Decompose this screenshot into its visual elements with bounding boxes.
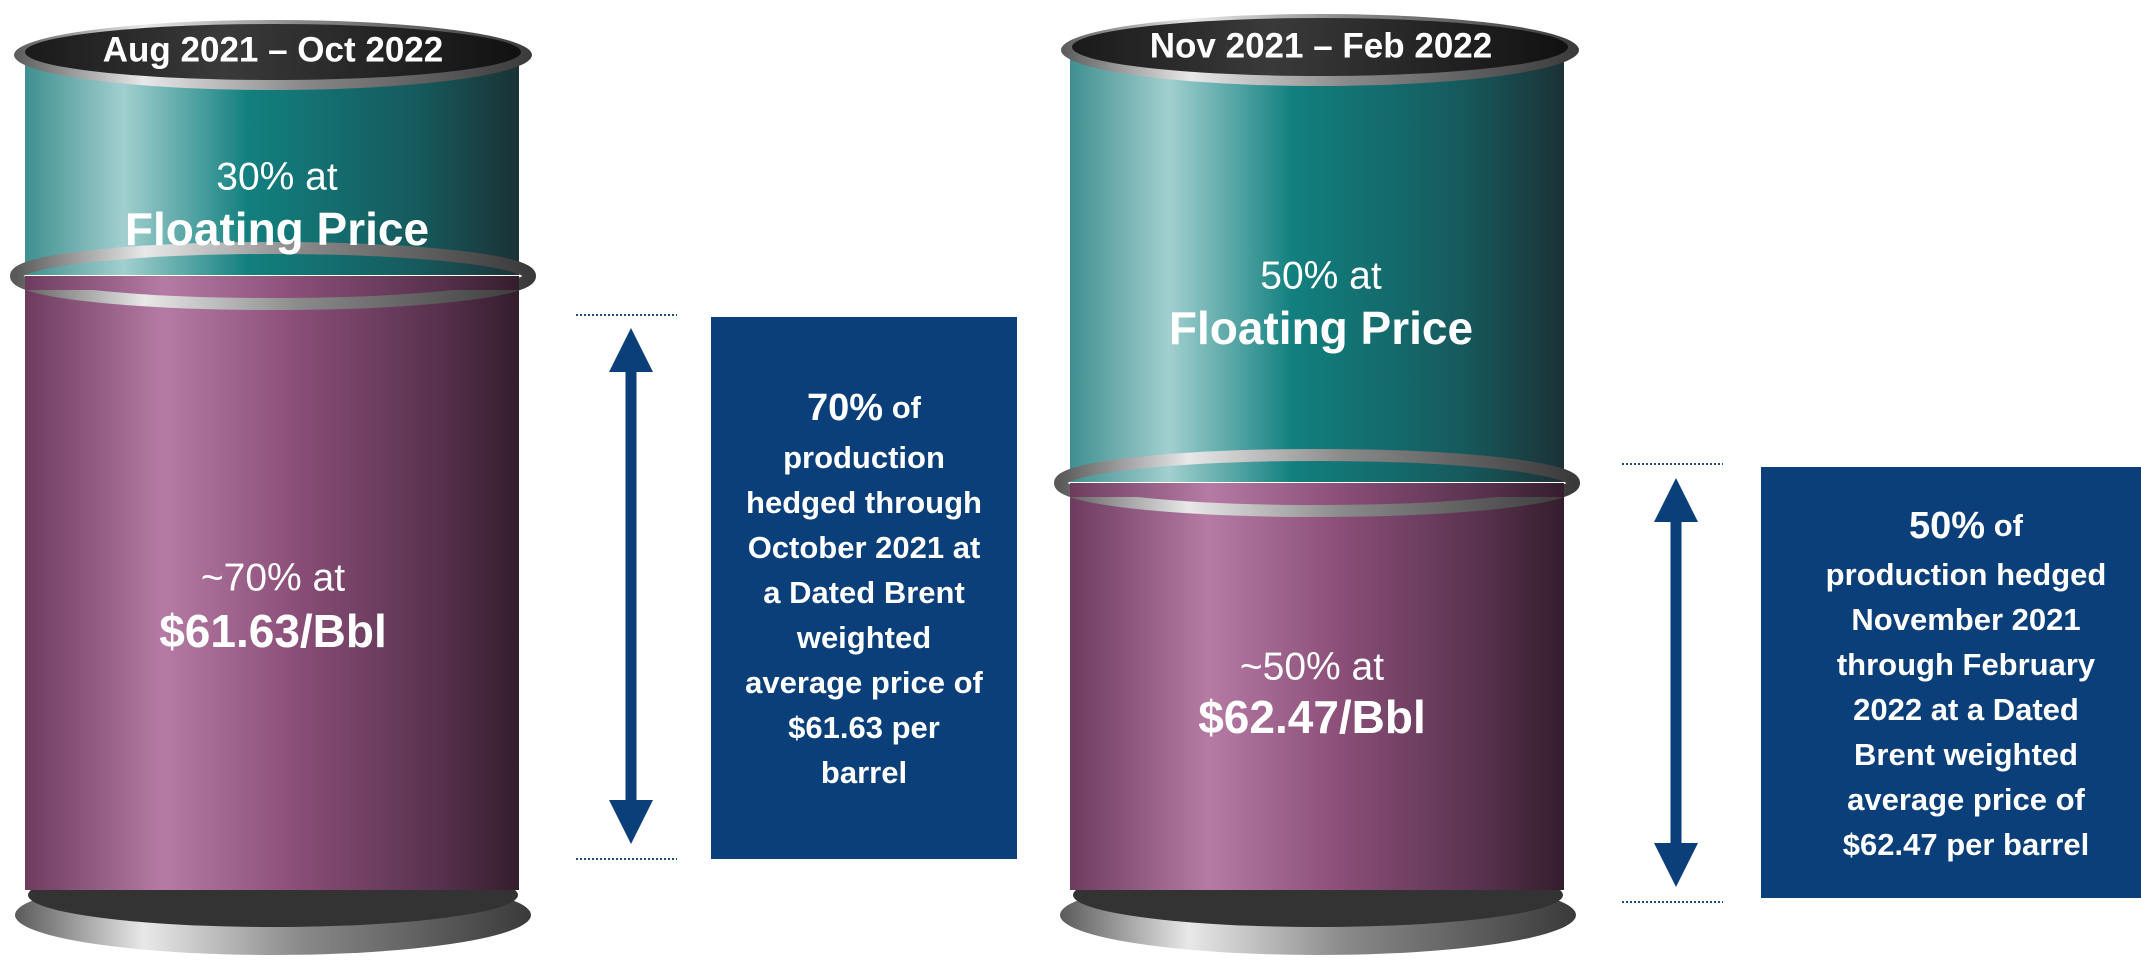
arrow-head [1654,843,1698,887]
note-box [711,317,1017,859]
arrow-head [609,800,653,844]
note-line: $61.63 per [788,710,940,745]
note-line: November 2021 [1851,602,2080,637]
barrel: Aug 2021 – Oct 2022 30% at Floating Pric… [10,20,536,955]
note-line: weighted [796,620,931,655]
note-line: 2022 at a Dated [1853,692,2079,727]
note-line: through February [1837,647,2096,682]
top-lid [1072,18,1568,76]
note-line: hedged through [746,485,982,520]
note-lines: production hedged through October 2021 at a… [745,440,983,790]
bracket [576,314,677,860]
emphasis: 70% [807,387,883,429]
ring-gap [1070,483,1564,497]
suffix: of [883,390,922,425]
segment-label: Floating Price [1169,302,1473,354]
middle-ring [10,242,536,310]
note-line: October 2021 at [748,530,981,565]
suffix: of [1985,508,2024,543]
ring-gap [25,276,519,290]
note-line: production hedged [1826,557,2107,592]
note-heading: 70% of [807,387,922,429]
floating-segment [25,60,519,275]
note-line: $62.47 per barrel [1843,827,2089,862]
share: 50% at [1260,254,1382,297]
bracket [1622,463,1723,903]
arrow-head [1654,478,1698,522]
note-line: average price of [1847,782,2085,817]
share: ~50% at [1240,645,1384,688]
segment-label: $61.63/Bbl [159,605,387,657]
share: ~70% at [201,556,345,599]
hedged-segment [1070,495,1564,890]
period: Aug 2021 – Oct 2022 [103,30,443,69]
floating-segment [1070,55,1564,482]
note-line: barrel [821,755,907,790]
share: 30% at [216,155,338,198]
note-line: production [783,440,945,475]
barrel: Nov 2021 – Feb 2022 50% at Floating Pric… [1054,14,1580,955]
arrow-head [609,328,653,372]
note-line: a Dated Brent [763,575,965,610]
note-lines: production hedged November 2021 through Fe… [1826,557,2107,862]
period: Nov 2021 – Feb 2022 [1150,26,1492,65]
emphasis: 50% [1909,505,1985,547]
hedged-segment [25,285,519,890]
note-box [1761,467,2141,898]
note-heading: 50% of [1909,505,2024,547]
top-lid [25,24,521,80]
segment-label: $62.47/Bbl [1198,691,1426,743]
middle-ring [1054,449,1580,517]
segment-label: Floating Price [125,203,429,255]
note-line: Brent weighted [1854,737,2078,772]
note-line: average price of [745,665,983,700]
